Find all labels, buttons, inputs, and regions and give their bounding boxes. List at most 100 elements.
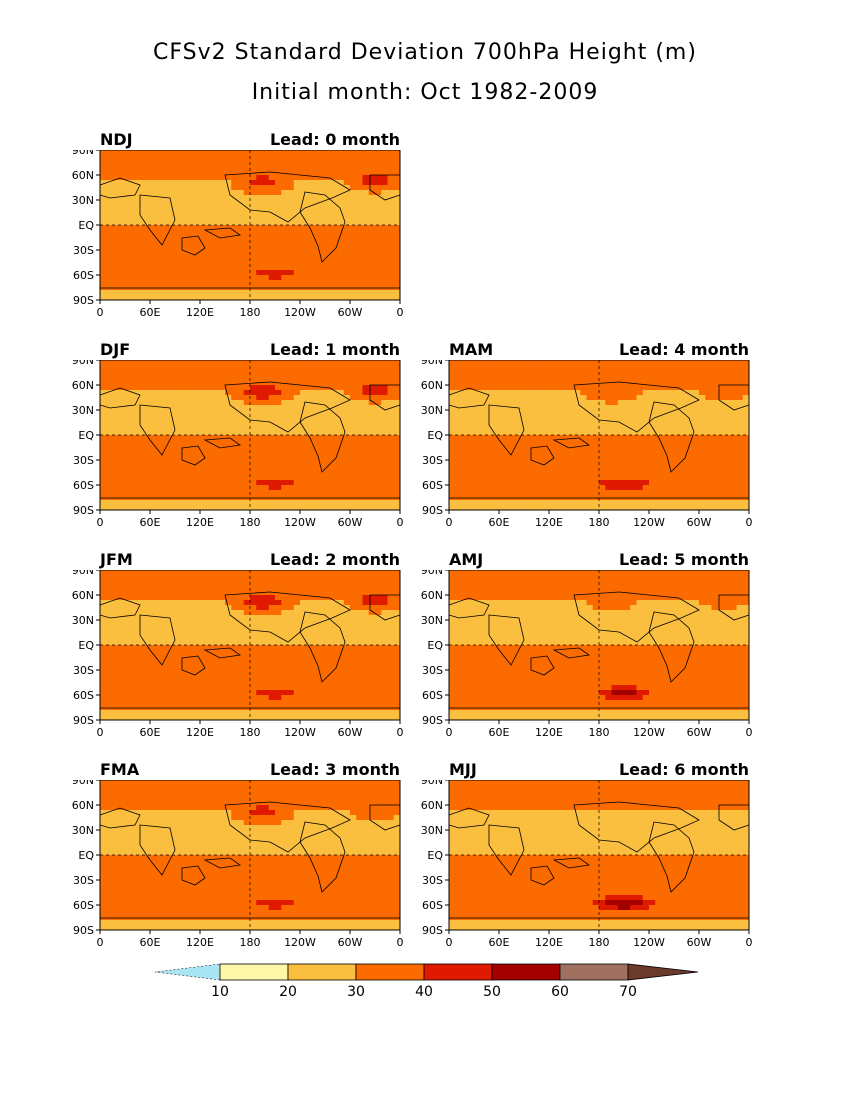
field-cell (368, 270, 376, 276)
field-cell (237, 455, 245, 461)
field-cell (555, 445, 562, 451)
field-cell (300, 465, 307, 471)
field-cell (137, 175, 145, 181)
field-cell (181, 370, 188, 376)
field-cell (237, 295, 245, 301)
field-cell (642, 435, 650, 441)
field-cell (237, 150, 245, 156)
field-cell (474, 445, 481, 451)
field-cell (649, 385, 656, 391)
field-cell (331, 580, 338, 586)
field-cell (592, 450, 600, 456)
field-cell (206, 385, 213, 391)
field-cell (306, 235, 313, 241)
field-cell (567, 370, 575, 376)
field-cell (287, 480, 295, 486)
field-cell (312, 450, 320, 456)
field-cell (231, 235, 238, 241)
field-cell (617, 480, 625, 486)
field-cell (206, 170, 213, 176)
field-cell (467, 440, 475, 446)
field-cell (131, 260, 138, 266)
field-cell (212, 435, 220, 441)
x-tick-label: 60E (489, 516, 510, 529)
field-cell (150, 220, 157, 226)
field-cell (661, 425, 669, 431)
field-cell (393, 220, 401, 226)
field-cell (312, 590, 320, 596)
field-cell (268, 220, 276, 226)
field-cell (156, 580, 163, 586)
field-cell (187, 460, 195, 466)
field-cell (137, 275, 145, 281)
field-cell (231, 390, 238, 396)
field-cell (300, 500, 307, 506)
field-cell (131, 405, 138, 411)
field-cell (231, 220, 238, 226)
field-cell (106, 450, 113, 456)
field-cell (200, 490, 207, 496)
field-cell (680, 500, 687, 506)
field-cell (156, 215, 163, 221)
field-cell (599, 415, 606, 421)
field-cell (617, 490, 625, 496)
field-cell (542, 385, 550, 391)
field-cell (375, 420, 382, 426)
field-cell (231, 450, 238, 456)
field-cell (112, 230, 120, 236)
field-cell (187, 430, 195, 436)
field-cell (480, 490, 487, 496)
field-cell (692, 500, 700, 506)
field-cell (281, 600, 288, 606)
field-cell (293, 465, 301, 471)
field-cell (312, 380, 320, 386)
field-cell (125, 240, 132, 246)
field-cell (200, 250, 207, 256)
field-cell (243, 575, 251, 581)
field-cell (237, 370, 245, 376)
field-cell (524, 370, 531, 376)
field-cell (492, 425, 500, 431)
field-cell (331, 290, 338, 296)
field-cell (193, 240, 201, 246)
field-cell (362, 425, 370, 431)
field-cell (356, 440, 363, 446)
field-cell (736, 375, 744, 381)
field-cell (293, 185, 301, 191)
field-cell (542, 365, 550, 371)
field-cell (530, 415, 537, 421)
field-cell (268, 195, 276, 201)
field-cell (250, 360, 257, 366)
field-cell (674, 450, 681, 456)
field-cell (642, 475, 650, 481)
field-cell (175, 595, 182, 601)
field-cell (337, 210, 345, 216)
field-cell (674, 500, 681, 506)
field-cell (131, 475, 138, 481)
field-cell (206, 435, 213, 441)
field-cell (100, 615, 107, 621)
field-cell (343, 170, 351, 176)
field-cell (237, 615, 245, 621)
field-cell (505, 450, 512, 456)
field-cell (106, 625, 113, 631)
field-cell (730, 500, 737, 506)
field-cell (293, 450, 301, 456)
field-cell (225, 175, 232, 181)
field-cell (187, 420, 195, 426)
field-cell (337, 405, 345, 411)
field-cell (356, 270, 363, 276)
field-cell (343, 590, 351, 596)
field-cell (742, 380, 750, 386)
field-cell (611, 365, 619, 371)
field-cell (262, 385, 270, 391)
field-cell (100, 445, 107, 451)
field-cell (574, 430, 581, 436)
field-cell (131, 490, 138, 496)
field-cell (449, 395, 456, 401)
field-cell (268, 270, 276, 276)
field-cell (287, 290, 295, 296)
field-cell (530, 500, 537, 506)
field-cell (705, 385, 712, 391)
field-cell (337, 205, 345, 211)
